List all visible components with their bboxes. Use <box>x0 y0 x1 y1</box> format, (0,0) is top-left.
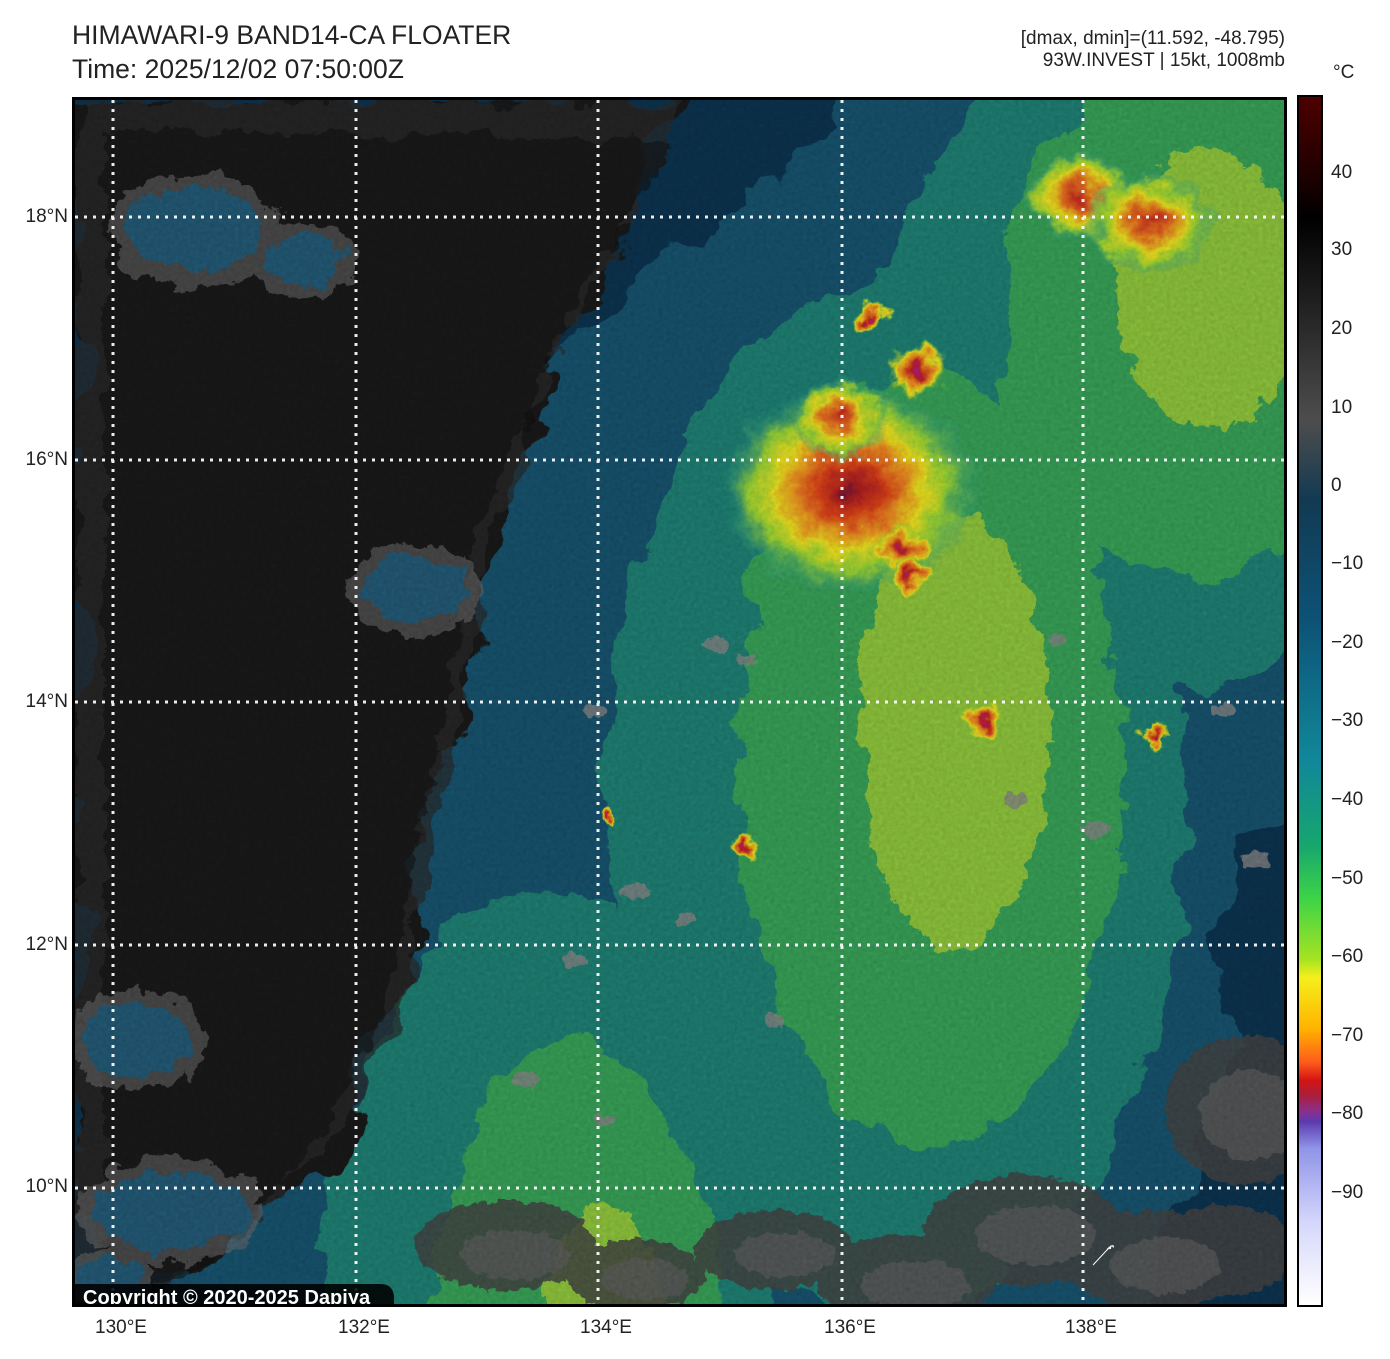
svg-text:Copyright © 2020-2025 Dapiya: Copyright © 2020-2025 Dapiya <box>83 1287 371 1307</box>
